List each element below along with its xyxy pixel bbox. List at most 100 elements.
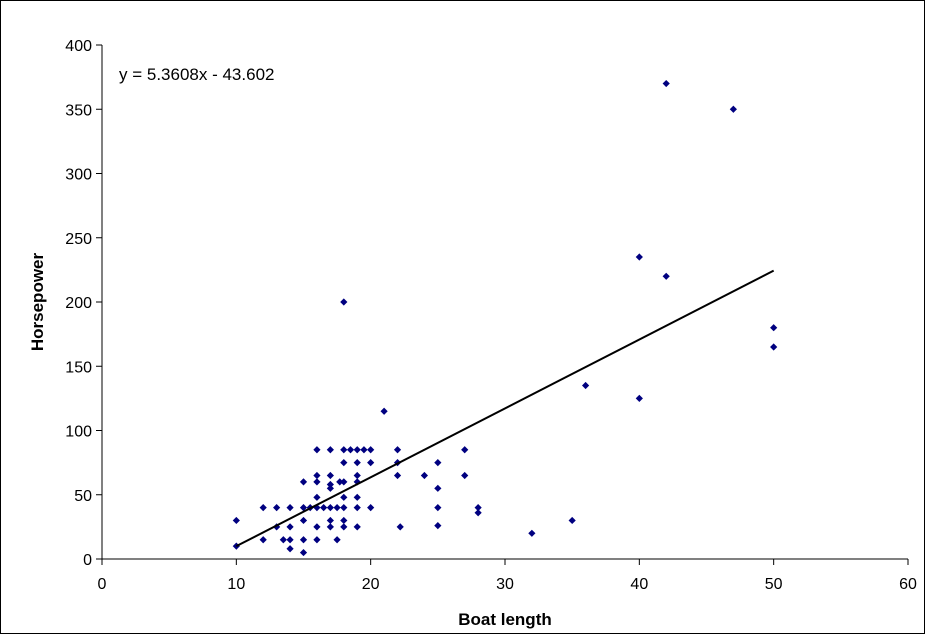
data-point — [340, 504, 348, 512]
data-point — [635, 394, 643, 402]
data-point — [729, 105, 737, 113]
data-point — [340, 523, 348, 531]
data-point — [474, 509, 482, 517]
y-axis-title: Horsepower — [28, 252, 47, 351]
data-point — [286, 523, 294, 531]
data-point — [333, 536, 341, 544]
data-point — [393, 446, 402, 454]
data-point — [232, 542, 240, 550]
y-tick-label: 100 — [65, 424, 92, 441]
data-point — [286, 504, 294, 512]
data-point — [420, 471, 428, 480]
data-point — [380, 407, 388, 415]
data-point — [461, 471, 469, 480]
data-point — [326, 484, 334, 492]
y-tick-label: 300 — [65, 167, 92, 184]
data-point — [279, 536, 287, 544]
data-point — [299, 516, 308, 525]
data-point — [474, 504, 482, 512]
data-point — [273, 504, 281, 512]
data-point — [360, 446, 368, 454]
y-tick-label: 200 — [65, 295, 92, 312]
data-point — [273, 523, 281, 531]
data-point — [340, 478, 348, 486]
data-point — [434, 504, 442, 512]
y-tick-label: 350 — [65, 102, 92, 119]
y-tick-group: 0 50 100 150 200 250 300 350 400 — [65, 38, 102, 569]
x-tick-label: 20 — [362, 576, 380, 593]
data-point — [340, 516, 348, 525]
data-point — [313, 478, 321, 486]
trendline — [235, 269, 775, 548]
data-point — [232, 516, 240, 525]
data-point — [299, 478, 308, 486]
axes — [101, 45, 908, 560]
x-tick-label: 10 — [227, 576, 245, 593]
data-point — [353, 493, 361, 501]
data-point — [434, 484, 442, 492]
data-point — [367, 446, 375, 454]
data-point — [313, 536, 321, 544]
y-tick-label: 250 — [65, 231, 92, 248]
data-point — [353, 471, 361, 480]
data-point — [320, 504, 328, 512]
data-point — [313, 446, 321, 454]
x-tick-label: 30 — [496, 576, 514, 593]
data-point — [353, 523, 361, 531]
data-point — [396, 523, 404, 531]
x-axis-title: Boat length — [458, 610, 552, 629]
x-tick-label: 40 — [630, 576, 648, 593]
data-point — [568, 516, 576, 525]
data-point — [299, 504, 308, 512]
data-point — [313, 471, 321, 480]
data-point — [313, 493, 321, 501]
data-point — [461, 446, 469, 454]
data-point — [367, 504, 375, 512]
x-tick-group: 0 10 20 30 40 50 60 — [98, 559, 917, 593]
data-point — [340, 298, 348, 306]
data-point — [346, 446, 355, 454]
data-point — [326, 471, 334, 480]
data-point — [434, 521, 442, 530]
data-point — [434, 459, 442, 467]
data-point — [393, 471, 402, 480]
y-tick-label: 50 — [74, 488, 92, 505]
data-point — [336, 478, 344, 486]
data-point — [770, 343, 778, 351]
y-tick-label: 150 — [65, 359, 92, 376]
data-point — [770, 324, 778, 332]
x-tick-label: 50 — [765, 576, 783, 593]
data-point — [353, 446, 361, 454]
y-tick-label: 400 — [65, 38, 92, 55]
data-point — [313, 523, 321, 531]
data-point — [326, 523, 334, 531]
data-point — [333, 504, 341, 512]
x-tick-label: 60 — [899, 576, 917, 593]
trendline-equation: y = 5.3608x - 43.602 — [119, 65, 274, 84]
data-point — [528, 529, 536, 537]
data-point — [353, 504, 361, 512]
data-point — [326, 504, 334, 512]
data-point — [340, 446, 348, 454]
data-point — [259, 536, 267, 544]
data-point — [286, 536, 294, 544]
data-point — [259, 504, 267, 512]
data-point — [340, 493, 348, 501]
data-point — [582, 381, 590, 390]
data-point — [367, 459, 375, 467]
data-point — [635, 253, 643, 261]
data-point — [286, 545, 294, 553]
data-point — [326, 446, 334, 454]
data-point — [326, 480, 334, 489]
data-point — [662, 272, 670, 280]
data-point — [353, 459, 361, 467]
x-tick-label: 0 — [98, 576, 107, 593]
data-point — [299, 536, 308, 544]
data-points — [232, 79, 778, 557]
data-point — [313, 504, 321, 512]
data-point — [662, 79, 670, 88]
data-point — [326, 516, 334, 525]
data-point — [299, 548, 308, 557]
